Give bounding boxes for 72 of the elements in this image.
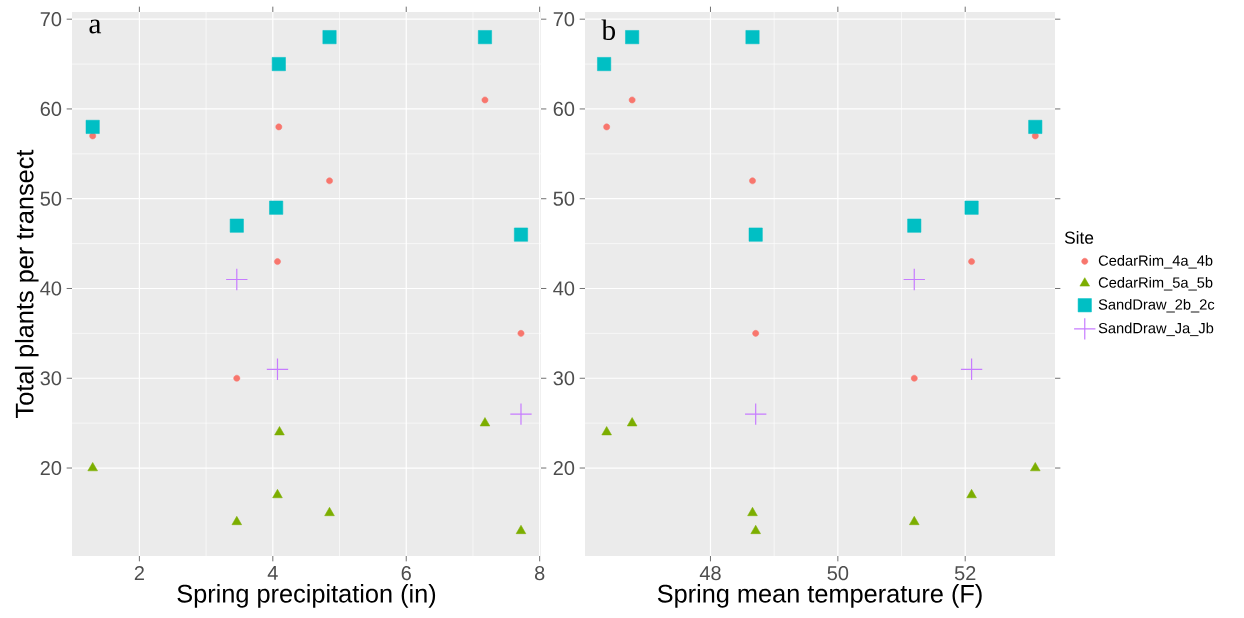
point [968,258,975,265]
point [481,96,489,104]
point [517,330,525,337]
point [752,330,760,337]
y-tick-label: 70 [40,12,62,27]
point [910,374,918,382]
point [625,30,640,45]
legend-label: SandDraw_2b_2c [1098,298,1215,313]
legend-label: CedarRim_5a_5b [1098,276,1213,291]
y-axis-title: Total plants per transect [14,149,39,418]
x-tick-label: 48 [699,566,721,581]
point [748,227,763,242]
x-axis-title: Spring mean temperature (F) [657,584,982,608]
point [597,57,612,71]
y-tick-label: 40 [40,281,62,296]
point [326,177,333,185]
point [745,30,760,45]
point [747,507,758,516]
point [514,227,528,242]
point [274,426,285,436]
point [87,462,98,472]
point [1031,132,1039,140]
point [909,516,920,525]
point [322,30,337,45]
point [272,489,283,499]
x-tick-label: 50 [827,566,849,581]
annotation: a [89,19,102,34]
y-tick-label: 20 [40,460,62,476]
point [233,374,241,382]
point [478,30,492,45]
legend-label: SandDraw_Ja_Jb [1098,322,1214,337]
point [627,417,638,427]
legend-title: Site [1064,231,1094,244]
point [603,123,610,131]
y-tick-label: 60 [553,101,575,117]
point [269,200,284,215]
point [271,57,286,71]
annotation: b [601,19,616,41]
y-tick-label: 50 [40,191,62,206]
x-axis-title: Spring precipitation (in) [177,584,436,608]
point [89,132,97,140]
point [966,489,977,499]
point [1030,462,1041,472]
point [231,516,242,525]
point [964,200,979,215]
x-tick-label: 6 [401,566,411,581]
point [1028,119,1043,134]
y-tick-label: 70 [553,12,575,27]
point [510,403,532,425]
point [229,218,244,233]
point [274,258,281,265]
point [479,417,491,427]
point [907,218,922,233]
legend-label: CedarRim_4a_4b [1098,255,1213,269]
y-tick-label: 60 [40,101,62,117]
point [324,507,335,516]
point [515,524,527,534]
point [275,123,283,131]
y-tick-label: 20 [553,460,575,476]
point [628,96,636,104]
x-tick-label: 4 [267,566,278,580]
x-tick-label: 8 [534,566,545,581]
point [750,524,761,534]
y-tick-label: 30 [553,371,575,386]
y-tick-label: 30 [40,371,62,386]
point [749,177,756,185]
x-tick-label: 2 [134,566,144,581]
point [601,426,612,436]
y-tick-label: 50 [553,191,575,206]
point [85,119,100,134]
x-tick-label: 52 [954,566,976,581]
y-tick-label: 40 [553,281,575,296]
